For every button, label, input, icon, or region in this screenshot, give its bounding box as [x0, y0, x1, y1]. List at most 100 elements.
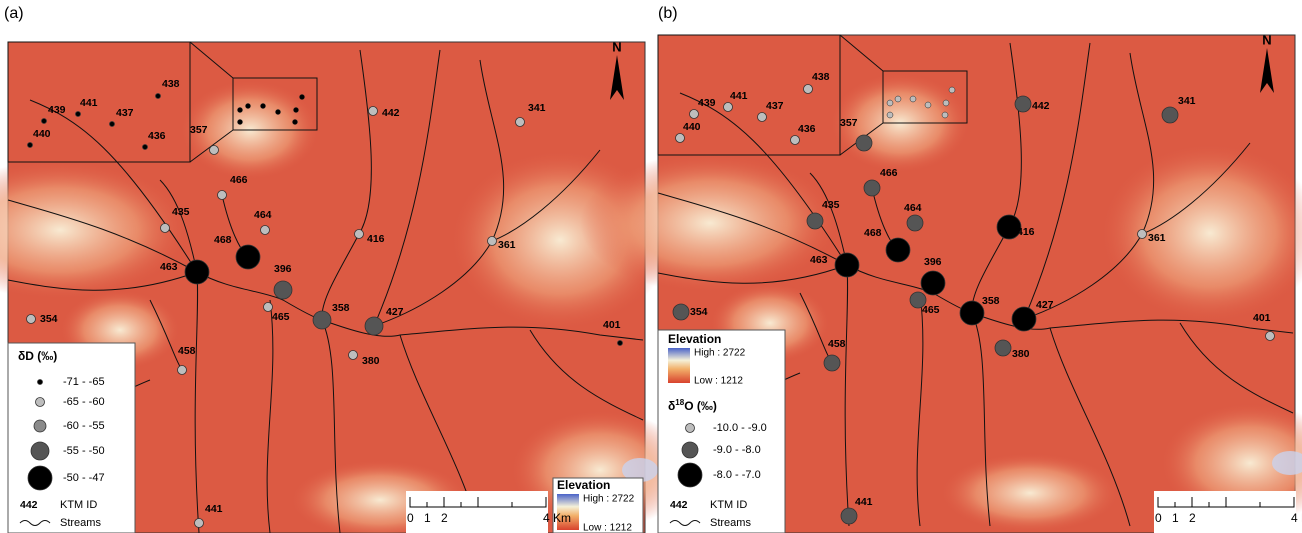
site-id: 440 [33, 128, 51, 140]
site-id: 380 [1012, 348, 1030, 360]
inset-dot [941, 111, 949, 119]
scale-label: 2 [1189, 511, 1196, 525]
site-marker [909, 291, 927, 309]
inset-area [882, 70, 968, 124]
site-id: 437 [116, 107, 134, 119]
legend-title-post: O (‰) [684, 399, 717, 413]
site-id: 441 [205, 503, 223, 515]
legend-stream [19, 520, 51, 526]
site-id: 466 [230, 174, 248, 186]
site-marker [803, 84, 813, 94]
legend-id-text: KTM ID [60, 499, 97, 511]
site-marker [790, 135, 800, 145]
scale-label: 1 [424, 511, 431, 525]
inset-dot [886, 99, 894, 107]
summit [1272, 451, 1302, 475]
legend-streams: Streams [60, 517, 101, 529]
north-arrow [1260, 48, 1274, 93]
scale-bar [409, 497, 547, 508]
site-id: 441 [730, 90, 748, 102]
site-id: 463 [160, 261, 178, 273]
site-id: 464 [254, 209, 272, 221]
inset-dot [886, 111, 894, 119]
inset-dot [909, 95, 917, 103]
site-id: 416 [1017, 226, 1035, 238]
site-marker [672, 303, 690, 321]
site-id: 437 [766, 100, 784, 112]
site-id: 440 [683, 121, 701, 133]
site-id: 358 [982, 295, 1000, 307]
site-id: 361 [1148, 232, 1166, 244]
site-marker [823, 354, 841, 372]
legend-marker [685, 423, 695, 433]
site-id: 416 [367, 233, 385, 245]
site-marker [354, 229, 364, 239]
site-marker [806, 212, 824, 230]
legend-streams: Streams [710, 517, 751, 529]
site-marker [885, 237, 911, 263]
site-marker [217, 190, 227, 200]
site-marker [1011, 306, 1037, 332]
inset-area [232, 77, 318, 131]
site-marker [75, 111, 81, 117]
elevation-swatch [668, 348, 690, 383]
site-id: 435 [822, 199, 840, 211]
scale-label: 4 Km [1291, 511, 1302, 525]
site-id: 354 [40, 313, 58, 325]
site-id: 357 [840, 117, 858, 129]
site-marker [487, 236, 497, 246]
legend-id-example: 442 [670, 499, 688, 511]
site-id: 436 [148, 130, 166, 142]
site-id: 442 [1032, 100, 1050, 112]
site-marker [41, 118, 47, 124]
site-marker [160, 223, 170, 233]
site-id: 463 [810, 254, 828, 266]
site-id: 468 [214, 234, 232, 246]
site-marker [312, 310, 332, 330]
site-id: 458 [178, 345, 196, 357]
site-id: 396 [924, 256, 942, 268]
summit [622, 458, 658, 482]
site-marker [155, 93, 161, 99]
site-marker [994, 339, 1012, 357]
site-id: 401 [1253, 312, 1271, 324]
site-id: 439 [48, 104, 66, 116]
site-marker [855, 134, 873, 152]
site-id: 341 [528, 102, 546, 114]
scale-label: 0 [407, 511, 414, 525]
site-id: 468 [864, 227, 882, 239]
site-marker [348, 350, 358, 360]
legend-title: δ18O (‰) [668, 398, 717, 414]
legend-marker [35, 397, 45, 407]
site-marker [1014, 95, 1032, 113]
legend-class: -55 - -50 [63, 445, 105, 457]
legend-class: -10.0 - -9.0 [713, 422, 767, 434]
north-arrow [610, 55, 624, 100]
site-id: 341 [1178, 95, 1196, 107]
site-marker [263, 302, 273, 312]
site-id: 358 [332, 302, 350, 314]
legend-class: -71 - -65 [63, 376, 105, 388]
site-marker [906, 214, 924, 232]
inset-frame [7, 41, 191, 163]
site-id: 458 [828, 338, 846, 350]
scale-label: 1 [1172, 511, 1179, 525]
scale-bar [1157, 497, 1295, 508]
legend-marker [37, 379, 43, 385]
inset-dot [942, 99, 950, 107]
legend-marker [30, 441, 50, 461]
site-marker [723, 102, 733, 112]
site-marker [617, 340, 623, 346]
inset-dot [292, 119, 298, 125]
site-id: 354 [690, 306, 708, 318]
site-marker [184, 259, 210, 285]
site-marker [109, 121, 115, 127]
site-id: 465 [272, 311, 290, 323]
site-id: 438 [812, 71, 830, 83]
site-id: 442 [382, 107, 400, 119]
map-panel: N 438 439 441 437 436 440 357 442 341 466 435 464 416… [0, 39, 690, 533]
panel-label: (b) [658, 5, 678, 22]
highland [940, 453, 1120, 533]
site-marker [235, 244, 261, 270]
